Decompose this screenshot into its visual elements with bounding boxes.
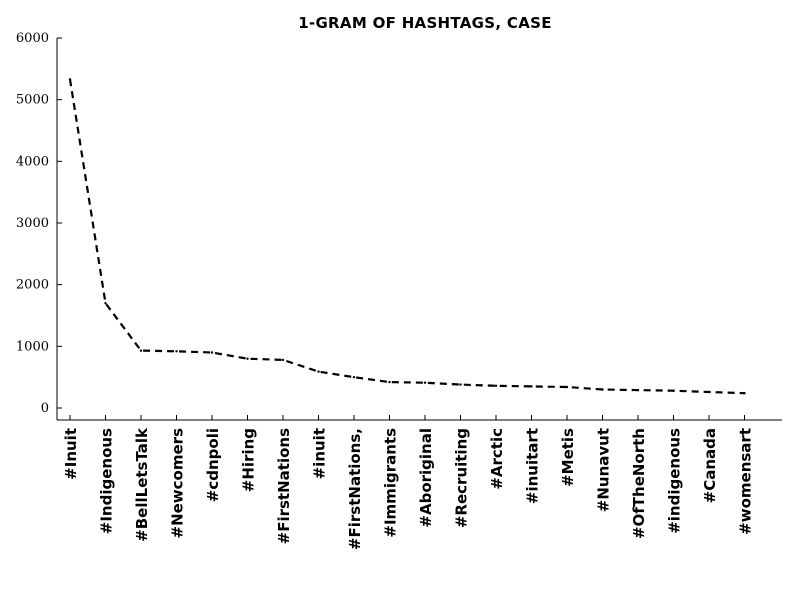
x-tick-label: #Nunavut — [595, 428, 613, 512]
x-tick-label: #cdnpoli — [204, 428, 222, 502]
y-tick-label: 5000 — [16, 93, 49, 108]
x-tick-label: #inuit — [311, 428, 329, 479]
data-point — [175, 350, 178, 353]
data-point — [388, 380, 391, 384]
x-tick-label: #inuitart — [524, 428, 542, 504]
x-tick-label: #OfTheNorth — [630, 428, 648, 539]
data-point — [494, 384, 498, 387]
y-tick-label: 6000 — [16, 31, 49, 46]
x-tick-label: #Canada — [701, 428, 719, 503]
series-line — [68, 79, 745, 395]
data-point — [636, 388, 640, 392]
data-point — [743, 392, 746, 395]
data-point — [68, 78, 72, 81]
chart-title: 1-gram of hashtags, case — [298, 14, 552, 32]
x-tick-label: #BellLetsTalk — [133, 427, 151, 542]
x-tick-label: #Hiring — [240, 428, 258, 492]
data-point — [352, 375, 356, 379]
x-tick-label: #Indigenous — [98, 428, 116, 534]
x-tick-label: #Newcomers — [169, 428, 187, 539]
data-point — [104, 301, 107, 305]
x-tick-label: #womensart — [737, 428, 755, 535]
x-tick-label: #Aboriginal — [417, 428, 435, 528]
x-tick-label: #FirstNations, — [346, 428, 364, 550]
x-tick-label: #FirstNations — [275, 428, 293, 544]
x-tick-label: #Metis — [559, 428, 577, 487]
data-point — [139, 349, 143, 352]
data-point — [423, 381, 427, 384]
x-tick-label: #indigenous — [666, 428, 684, 534]
data-point — [459, 383, 462, 386]
x-tick-label: #Inuit — [62, 428, 80, 480]
data-point — [530, 385, 533, 388]
y-tick-label: 4000 — [16, 154, 49, 169]
data-point — [601, 388, 604, 391]
y-tick-label: 3000 — [16, 216, 49, 231]
data-point — [565, 385, 569, 389]
x-tick-label: #Arctic — [488, 428, 506, 490]
data-point — [210, 351, 214, 354]
data-point — [246, 357, 249, 360]
y-tick-label: 0 — [41, 401, 49, 416]
y-tick-label: 1000 — [16, 339, 49, 354]
data-point — [281, 358, 285, 362]
x-tick-label: #Immigrants — [382, 428, 400, 538]
data-point — [707, 390, 711, 394]
data-point — [672, 389, 675, 392]
x-tick-label: #Recruiting — [453, 428, 471, 528]
y-tick-label: 2000 — [16, 278, 49, 293]
data-point — [317, 370, 320, 373]
